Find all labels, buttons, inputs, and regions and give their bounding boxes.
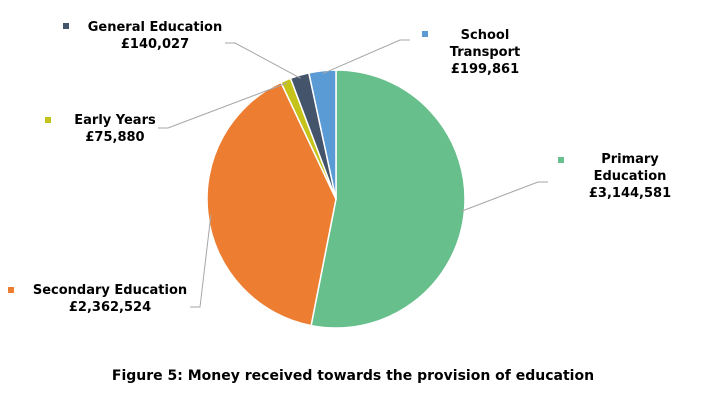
pie-slice	[310, 69, 466, 329]
legend-marker	[63, 23, 69, 29]
data-label: Secondary Education £2,362,524	[10, 282, 210, 316]
category-label: Early Years	[74, 113, 156, 128]
data-label: School Transport £199,861	[440, 27, 530, 78]
chart-title: Figure 5: Money received towards the pro…	[111, 368, 595, 384]
value-label: £140,027	[120, 37, 190, 52]
value-label: £2,362,524	[68, 300, 152, 315]
category-label: Primary Education	[593, 152, 667, 184]
data-label: Early Years £75,880	[40, 112, 190, 146]
leader-line	[225, 42, 301, 79]
legend-marker	[45, 117, 51, 123]
data-label: Primary Education £3,144,581	[580, 151, 680, 202]
leader-line	[461, 181, 548, 212]
legend-marker	[8, 287, 14, 293]
leader-line	[322, 39, 410, 75]
category-label: General Education	[87, 20, 223, 35]
pie-slice	[206, 81, 337, 327]
value-label: £199,861	[450, 62, 520, 77]
leader-line	[190, 214, 212, 308]
leader-line	[158, 82, 288, 129]
category-label: Secondary Education	[32, 283, 188, 298]
legend-marker	[558, 157, 564, 163]
data-label: General Education £140,027	[55, 19, 255, 53]
value-label: £3,144,581	[588, 186, 672, 201]
category-label: School Transport	[449, 28, 521, 60]
legend-marker	[422, 31, 428, 37]
pie-slice	[307, 69, 337, 200]
value-label: £75,880	[85, 130, 145, 145]
